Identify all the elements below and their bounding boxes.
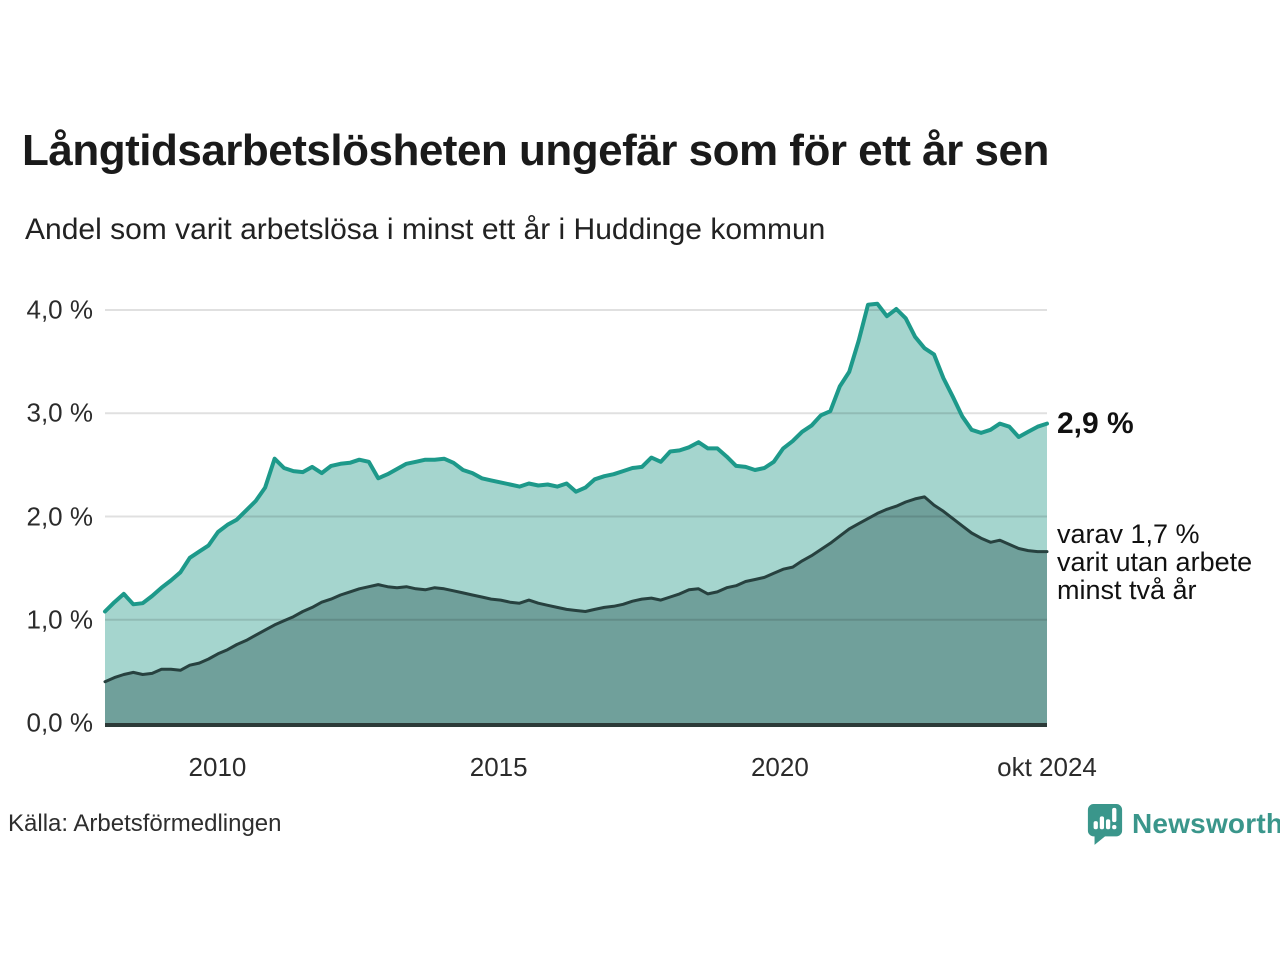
y-tick-label: 3,0 % — [26, 397, 94, 428]
chart-subtitle: Andel som varit arbetslösa i minst ett å… — [25, 213, 826, 246]
y-tick-label: 4,0 % — [26, 294, 94, 325]
y-tick-label: 2,0 % — [26, 501, 94, 531]
y-tick-label: 0,0 % — [26, 707, 94, 738]
newsworthy-branding: Newsworthy — [1086, 802, 1280, 846]
x-tick-label: 2015 — [469, 752, 528, 782]
page-title: Långtidsarbetslösheten ungefär som för e… — [22, 126, 1049, 175]
secondary-annotation: varav 1,7 % varit utan arbete minst två … — [1057, 520, 1252, 604]
secondary-annotation-line: varit utan arbete — [1057, 547, 1253, 577]
latest-value-label: 2,9 % — [1057, 407, 1134, 440]
x-tick-label: 2010 — [188, 752, 247, 782]
series-line-1 — [103, 495, 1049, 684]
newsworthy-logo-icon — [1087, 804, 1123, 845]
x-tick-label: okt 2024 — [997, 752, 1097, 782]
secondary-annotation-line: varav 1,7 % — [1057, 519, 1200, 549]
series-area-1 — [105, 496, 1047, 723]
source-note: Källa: Arbetsförmedlingen — [8, 810, 282, 837]
series-line-0 — [103, 301, 1049, 614]
y-tick-label: 1,0 % — [26, 604, 94, 635]
x-tick-label: 2020 — [750, 752, 809, 782]
secondary-annotation-line: minst två år — [1057, 575, 1197, 605]
newsworthy-logo-text: Newsworthy — [1132, 808, 1280, 839]
